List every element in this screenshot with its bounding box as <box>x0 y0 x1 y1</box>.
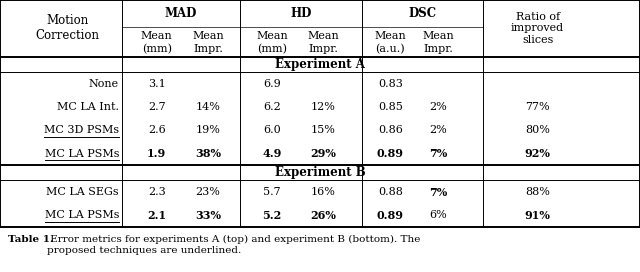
Text: 91%: 91% <box>525 210 550 221</box>
Text: Impr.: Impr. <box>308 44 338 54</box>
Text: (a.u.): (a.u.) <box>376 44 405 55</box>
Text: 15%: 15% <box>311 125 335 135</box>
Text: Motion
Correction: Motion Correction <box>35 14 99 42</box>
Text: 0.86: 0.86 <box>378 125 403 135</box>
Text: 0.85: 0.85 <box>378 102 403 112</box>
Text: Ratio of
improved
slices: Ratio of improved slices <box>511 12 564 45</box>
Text: 29%: 29% <box>310 148 336 159</box>
Text: 5.7: 5.7 <box>263 187 281 197</box>
Text: 2.3: 2.3 <box>148 187 166 197</box>
Text: 88%: 88% <box>525 187 550 197</box>
Text: Mean: Mean <box>307 30 339 41</box>
Text: 33%: 33% <box>195 210 221 221</box>
Text: (mm): (mm) <box>257 44 287 55</box>
Text: 80%: 80% <box>525 125 550 135</box>
Text: 6.2: 6.2 <box>263 102 281 112</box>
Text: 38%: 38% <box>195 148 221 159</box>
Text: 19%: 19% <box>196 125 220 135</box>
Text: 4.9: 4.9 <box>262 148 282 159</box>
Text: DSC: DSC <box>408 7 436 20</box>
Text: 7%: 7% <box>429 148 447 159</box>
Text: MAD: MAD <box>164 7 197 20</box>
Text: 7%: 7% <box>429 187 447 198</box>
Text: 0.89: 0.89 <box>377 148 404 159</box>
Text: None: None <box>89 79 119 89</box>
Text: 23%: 23% <box>196 187 220 197</box>
Text: 2.6: 2.6 <box>148 125 166 135</box>
Text: 14%: 14% <box>196 102 220 112</box>
Text: 1.9: 1.9 <box>147 148 166 159</box>
Text: 6%: 6% <box>429 211 447 221</box>
Text: Impr.: Impr. <box>424 44 453 54</box>
Text: 2%: 2% <box>429 102 447 112</box>
Text: MC LA PSMs: MC LA PSMs <box>45 211 119 221</box>
Text: MC LA SEGs: MC LA SEGs <box>47 187 119 197</box>
Text: 0.89: 0.89 <box>377 210 404 221</box>
Text: Experiment B: Experiment B <box>275 166 365 179</box>
Text: HD: HD <box>290 7 312 20</box>
Text: 92%: 92% <box>525 148 550 159</box>
Text: 3.1: 3.1 <box>148 79 166 89</box>
Text: Error metrics for experiments A (top) and experiment B (bottom). The
proposed te: Error metrics for experiments A (top) an… <box>47 235 420 255</box>
Text: 2%: 2% <box>429 125 447 135</box>
Text: 5.2: 5.2 <box>262 210 282 221</box>
Text: 0.88: 0.88 <box>378 187 403 197</box>
Text: 2.7: 2.7 <box>148 102 166 112</box>
Text: 26%: 26% <box>310 210 336 221</box>
Text: 2.1: 2.1 <box>147 210 166 221</box>
Text: 6.9: 6.9 <box>263 79 281 89</box>
Text: Mean: Mean <box>192 30 224 41</box>
Text: 6.0: 6.0 <box>263 125 281 135</box>
Text: 12%: 12% <box>311 102 335 112</box>
Text: 16%: 16% <box>311 187 335 197</box>
Text: Experiment A: Experiment A <box>275 58 365 71</box>
Text: MC LA Int.: MC LA Int. <box>57 102 119 112</box>
Text: 77%: 77% <box>525 102 550 112</box>
Text: Mean: Mean <box>141 30 173 41</box>
Text: Mean: Mean <box>256 30 288 41</box>
Text: MC 3D PSMs: MC 3D PSMs <box>44 125 119 135</box>
Text: Mean: Mean <box>374 30 406 41</box>
Text: (mm): (mm) <box>142 44 172 55</box>
Text: Impr.: Impr. <box>193 44 223 54</box>
Text: MC LA PSMs: MC LA PSMs <box>45 149 119 159</box>
Text: Table 1.: Table 1. <box>8 235 53 244</box>
Text: 0.83: 0.83 <box>378 79 403 89</box>
Text: Mean: Mean <box>422 30 454 41</box>
